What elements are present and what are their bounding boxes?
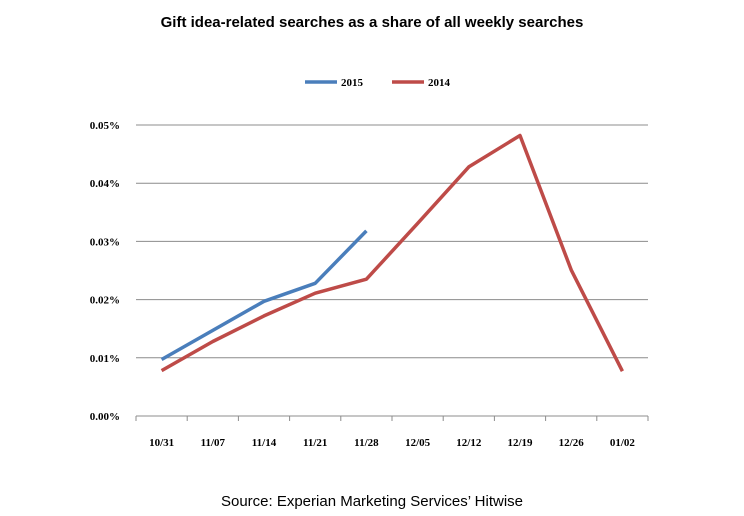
x-tick-label: 10/31 [149,437,174,449]
series-layer [160,133,624,373]
legend: 2015 2014 [305,77,451,89]
y-tick-label: 0.01% [90,353,120,365]
y-tick-label: 0.03% [90,236,120,248]
x-tick-label: 11/21 [303,437,327,449]
series-line-2015 [160,229,368,362]
x-tick-label: 11/14 [252,437,277,449]
x-tick-label: 12/19 [507,437,533,449]
x-tick-label: 12/26 [559,437,585,449]
y-tick-label: 0.04% [90,178,120,190]
x-tick-label: 01/02 [610,437,636,449]
legend-label-2014: 2014 [428,77,451,89]
x-tick-label: 12/05 [405,437,431,449]
y-tick-label: 0.00% [90,411,120,423]
legend-label-2015: 2015 [341,77,364,89]
y-tick-label: 0.02% [90,295,120,307]
x-tick-label: 11/07 [201,437,226,449]
x-tick-label: 12/12 [456,437,482,449]
series-line-2014 [160,133,624,373]
x-tick-label: 11/28 [354,437,379,449]
source-note: Source: Experian Marketing Services’ Hit… [221,493,523,510]
chart-title: Gift idea-related searches as a share of… [161,14,584,31]
x-axis: 10/31 11/07 11/14 11/21 11/28 12/05 12/12 12/19… [135,415,649,449]
y-axis: 0.00% 0.01% 0.02% 0.03% 0.04% 0.05% [90,120,120,423]
y-tick-label: 0.05% [90,120,120,132]
